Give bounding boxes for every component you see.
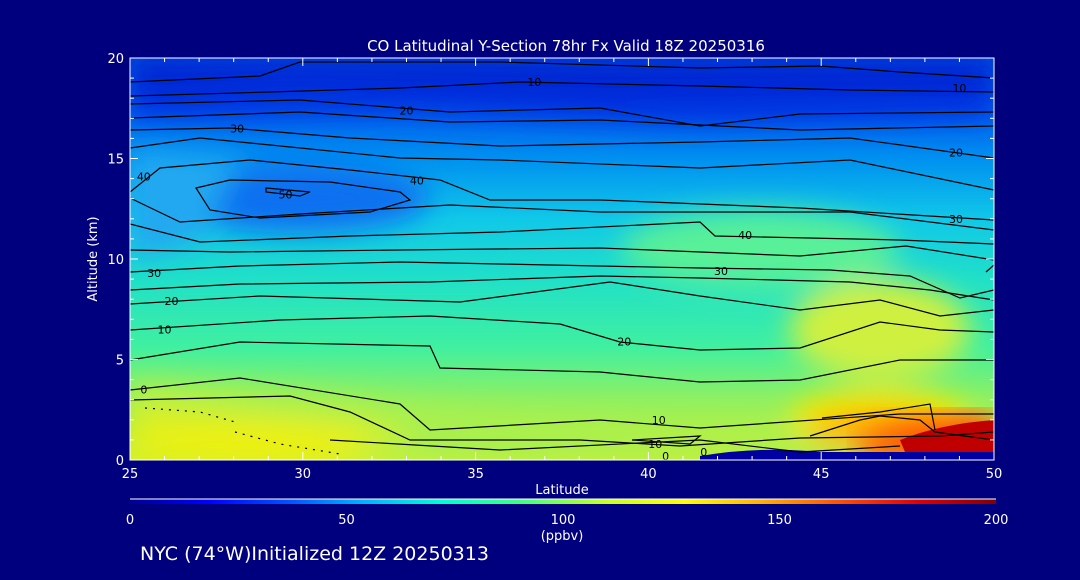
contour-label: 40 [738,229,752,242]
contour-label: 10 [652,414,666,427]
initialized-label: NYC (74°W)Initialized 12Z 20250313 [140,543,489,565]
y-tick-label: 5 [116,354,124,369]
contour-line [821,403,936,431]
colorbar-tick-label: 150 [767,513,792,528]
field-plume-core [900,420,994,455]
contour-line [130,81,994,97]
x-tick-label: 30 [295,467,312,482]
contour-line [130,159,994,221]
x-tick-label: 45 [813,467,830,482]
contour-line [130,127,994,159]
contour-line [985,264,994,273]
contour-label: 20 [617,335,631,348]
y-axis: 0 5 10 15 20 [107,52,994,469]
contour-line [130,275,994,301]
contour-line [130,197,994,231]
colorbar-tick-label: 100 [551,513,576,528]
contour-line [130,281,994,317]
chart-title: CO Latitudinal Y-Section 78hr Fx Valid 1… [367,37,765,55]
colorbar-tick-label: 200 [984,513,1009,528]
contour-label: 10 [158,323,172,336]
contour-line [130,341,994,383]
contour-line [130,137,994,191]
contour-line [130,111,994,131]
x-tick-label: 25 [122,467,139,482]
colorbar-tick-label: 0 [126,513,134,528]
contour-label: 0 [140,384,147,397]
contour-label: 30 [714,265,728,278]
contour-label: 20 [164,295,178,308]
contour-label: 10 [648,438,662,451]
concentration-field [130,58,994,460]
x-tick-label: 40 [640,467,657,482]
contour-label: 30 [230,122,244,135]
contour-label: 20 [949,146,963,159]
y-tick-label: 10 [107,253,124,268]
contour-line [130,395,994,447]
contour-line [130,245,994,261]
colorbar-ticks: 0 50 100 150 200 [126,513,1009,528]
colorbar-unit: (ppbv) [541,529,584,544]
contour-label: 20 [399,104,413,117]
contour-line [265,187,311,197]
field-midlevel-yellow [790,280,970,380]
contour-label: 30 [949,213,963,226]
contour-line [130,61,994,83]
contour-label: 40 [137,171,151,184]
field-surface-yellow [130,427,370,460]
y-tick-label: 20 [107,52,124,67]
y-axis-label: Altitude (km) [86,216,101,301]
colorbar-tick-label: 50 [338,513,355,528]
y-tick-label: 15 [107,153,124,168]
x-tick-label: 35 [467,467,484,482]
x-axis: 25 30 35 40 45 50 [122,58,1003,482]
field-west-tongue [130,150,240,260]
contour-label: 0 [700,446,707,459]
contour-line [631,435,702,445]
contour-label: 10 [952,82,966,95]
contour-line [809,415,994,441]
contour-label: 50 [279,189,293,202]
contour-label: 30 [147,267,161,280]
contour-line [130,261,994,299]
contour-label: 40 [410,175,424,188]
contour-line [195,179,412,219]
field-surface-terrain [700,449,994,460]
contour-label: 10 [527,76,541,89]
contour-label: 0 [662,450,669,463]
x-axis-label: Latitude [535,483,589,498]
contour-line [130,221,994,245]
contour-line [130,315,994,351]
colorbar [130,499,996,504]
contour-lines [130,61,994,455]
y-tick-label: 0 [116,454,124,469]
contour-line [130,99,994,127]
contour-line [329,439,901,453]
contour-line [130,377,994,431]
x-tick-label: 50 [986,467,1003,482]
